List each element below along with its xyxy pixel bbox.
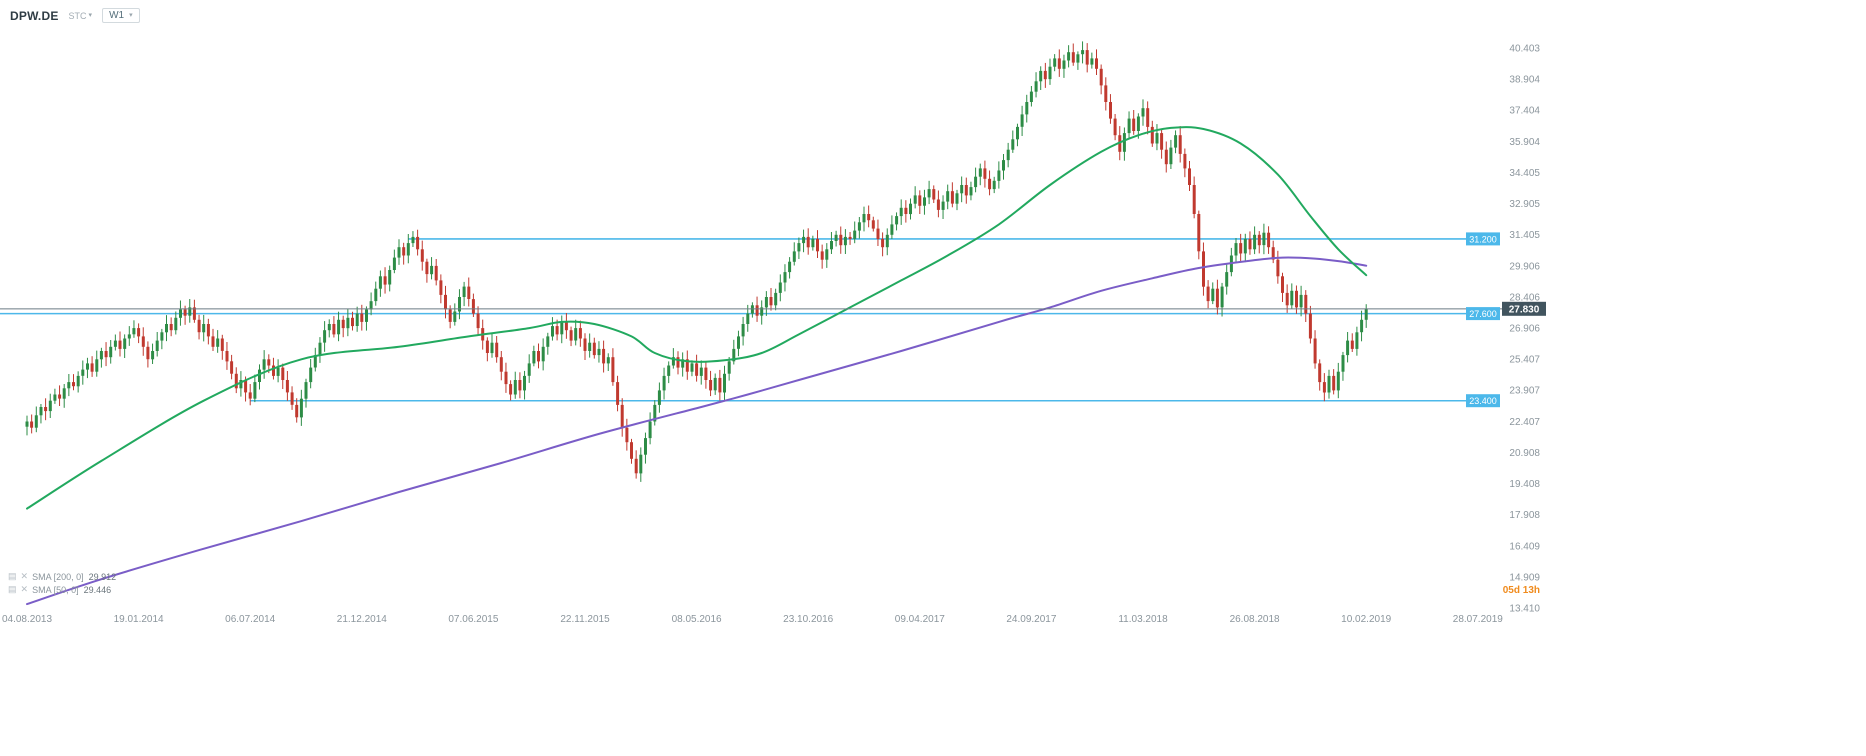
candles-layer — [25, 41, 1368, 482]
symbol-label: DPW.DE — [10, 8, 59, 23]
instrument-type-dropdown[interactable]: STC ▾ — [69, 11, 93, 21]
svg-text:08.05.2016: 08.05.2016 — [672, 614, 722, 625]
svg-text:16.409: 16.409 — [1509, 541, 1540, 552]
chevron-down-icon: ▾ — [129, 12, 133, 19]
level-price-tag — [1466, 307, 1500, 321]
svg-text:25.407: 25.407 — [1509, 355, 1540, 366]
svg-text:28.406: 28.406 — [1509, 292, 1540, 303]
svg-text:17.908: 17.908 — [1509, 510, 1540, 521]
svg-text:23.400: 23.400 — [1469, 396, 1497, 406]
instrument-type-label: STC — [68, 10, 87, 21]
svg-text:19.408: 19.408 — [1509, 479, 1540, 490]
svg-text:19.01.2014: 19.01.2014 — [114, 614, 164, 625]
svg-text:11.03.2018: 11.03.2018 — [1118, 614, 1168, 625]
indicator-remove-icon[interactable]: ✕ — [20, 584, 29, 594]
level-tags-layer: 31.200 27.600 23.400 — [1466, 232, 1500, 408]
timeframe-label: W1 — [109, 10, 125, 21]
svg-text:06.07.2014: 06.07.2014 — [225, 614, 275, 625]
svg-text:21.12.2014: 21.12.2014 — [337, 614, 387, 625]
indicator-value: 29.446 — [83, 584, 112, 595]
indicator-row-sma50: ▤ ✕ SMA [50, 0] 29.446 — [8, 583, 116, 596]
svg-text:24.09.2017: 24.09.2017 — [1006, 614, 1056, 625]
indicator-label: SMA [50, 0] 29.446 — [32, 584, 112, 595]
chevron-down-icon: ▾ — [88, 12, 93, 19]
svg-text:32.905: 32.905 — [1509, 199, 1540, 210]
svg-text:23.10.2016: 23.10.2016 — [783, 614, 833, 625]
svg-text:04.08.2013: 04.08.2013 — [2, 614, 52, 625]
svg-text:38.904: 38.904 — [1509, 75, 1540, 86]
indicator-remove-icon[interactable]: ✕ — [20, 571, 29, 581]
svg-text:23.907: 23.907 — [1509, 386, 1540, 397]
indicator-row-sma200: ▤ ✕ SMA [200, 0] 29.912 — [8, 570, 116, 583]
indicator-settings-icon[interactable]: ▤ — [8, 584, 17, 594]
svg-text:28.07.2019: 28.07.2019 — [1453, 614, 1503, 625]
indicator-legend: ▤ ✕ SMA [200, 0] 29.912 ▤ ✕ SMA [50, 0] … — [8, 570, 116, 596]
svg-text:26.906: 26.906 — [1509, 324, 1540, 335]
indicator-value: 29.912 — [88, 571, 117, 582]
indicator-settings-icon[interactable]: ▤ — [8, 571, 17, 581]
svg-text:20.908: 20.908 — [1509, 448, 1540, 459]
candle-countdown: 05d 13h — [1502, 585, 1540, 596]
indicator-label: SMA [200, 0] 29.912 — [32, 571, 117, 582]
svg-text:10.02.2019: 10.02.2019 — [1341, 614, 1391, 625]
svg-text:31.200: 31.200 — [1469, 234, 1497, 244]
sma200-line[interactable] — [26, 256, 1368, 606]
current-price-tag — [1502, 301, 1546, 316]
svg-text:31.405: 31.405 — [1509, 230, 1540, 241]
level-price-tag — [1466, 232, 1500, 246]
sma50-line[interactable] — [26, 126, 1368, 510]
level-lines-layer — [0, 238, 1470, 402]
time-axis[interactable]: 04.08.2013 19.01.2014 06.07.2014 21.12.2014… — [2, 614, 1503, 625]
svg-text:22.407: 22.407 — [1509, 417, 1540, 428]
timeframe-dropdown[interactable]: W1 ▾ — [102, 8, 140, 23]
svg-text:37.404: 37.404 — [1509, 106, 1540, 117]
svg-text:13.410: 13.410 — [1509, 604, 1540, 615]
level-price-tag — [1466, 394, 1500, 408]
svg-text:07.06.2015: 07.06.2015 — [448, 614, 498, 625]
svg-text:29.906: 29.906 — [1509, 261, 1540, 272]
svg-text:34.405: 34.405 — [1509, 168, 1540, 179]
svg-text:27.600: 27.600 — [1469, 309, 1497, 319]
svg-text:26.08.2018: 26.08.2018 — [1230, 614, 1280, 625]
svg-text:22.11.2015: 22.11.2015 — [560, 614, 610, 625]
price-axis[interactable]: 40.403 38.904 37.404 35.904 34.405 32.905 31.4… — [1509, 44, 1540, 615]
svg-text:27.830: 27.830 — [1509, 304, 1540, 315]
chart-header: DPW.DE STC ▾ W1 ▾ — [10, 8, 140, 23]
svg-text:35.904: 35.904 — [1509, 137, 1540, 148]
svg-text:14.909: 14.909 — [1509, 572, 1540, 583]
svg-text:09.04.2017: 09.04.2017 — [895, 614, 945, 625]
svg-text:40.403: 40.403 — [1509, 44, 1540, 55]
